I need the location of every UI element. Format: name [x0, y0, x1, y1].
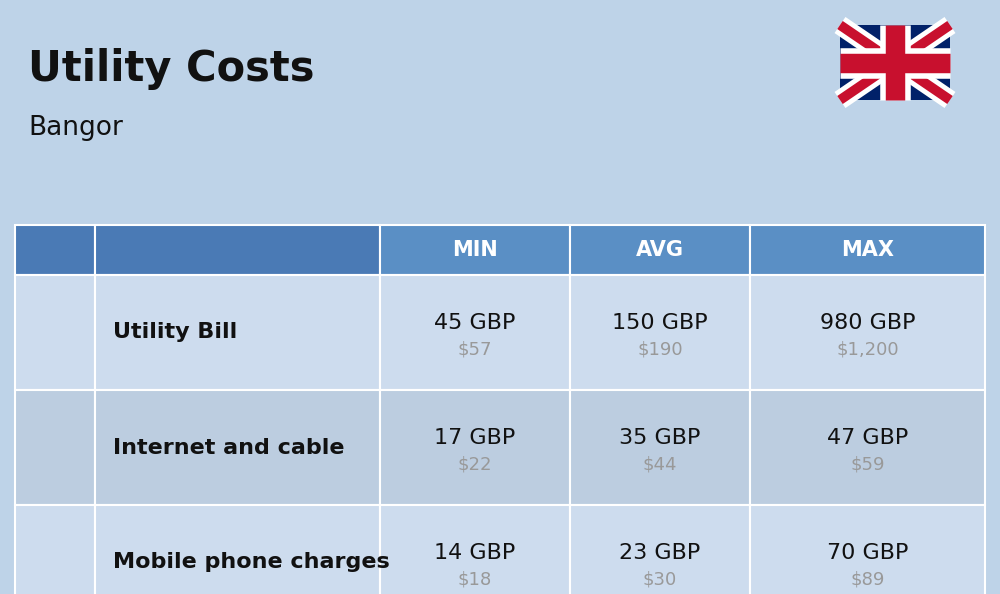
Bar: [840, 25, 950, 100]
Bar: [15, 390, 95, 505]
Text: $57: $57: [458, 341, 492, 359]
Text: 47 GBP: 47 GBP: [827, 428, 908, 448]
Bar: [750, 225, 985, 275]
Text: Internet and cable: Internet and cable: [113, 438, 344, 457]
Text: $30: $30: [643, 571, 677, 589]
Text: 14 GBP: 14 GBP: [434, 544, 516, 563]
Bar: [95, 505, 380, 594]
Bar: [750, 505, 985, 594]
Text: Utility Bill: Utility Bill: [113, 323, 237, 343]
Bar: [380, 390, 570, 505]
Bar: [380, 225, 570, 275]
Text: 150 GBP: 150 GBP: [612, 313, 708, 333]
Text: Mobile phone charges: Mobile phone charges: [113, 552, 390, 573]
Bar: [15, 275, 95, 390]
Bar: [380, 505, 570, 594]
Text: $22: $22: [458, 456, 492, 474]
Text: 45 GBP: 45 GBP: [434, 313, 516, 333]
Text: 23 GBP: 23 GBP: [619, 544, 701, 563]
Text: $44: $44: [643, 456, 677, 474]
Bar: [570, 275, 750, 390]
Text: 70 GBP: 70 GBP: [827, 544, 908, 563]
Text: Utility Costs: Utility Costs: [28, 48, 314, 90]
Bar: [750, 390, 985, 505]
Text: $89: $89: [850, 571, 885, 589]
Bar: [95, 390, 380, 505]
Bar: [570, 390, 750, 505]
Text: 35 GBP: 35 GBP: [619, 428, 701, 448]
Text: $59: $59: [850, 456, 885, 474]
Text: 17 GBP: 17 GBP: [434, 428, 516, 448]
Text: $1,200: $1,200: [836, 341, 899, 359]
Bar: [380, 275, 570, 390]
Bar: [570, 505, 750, 594]
Bar: [15, 225, 95, 275]
Text: 980 GBP: 980 GBP: [820, 313, 915, 333]
Text: $190: $190: [637, 341, 683, 359]
Bar: [15, 505, 95, 594]
Text: Bangor: Bangor: [28, 115, 123, 141]
Bar: [95, 225, 380, 275]
Bar: [95, 275, 380, 390]
Text: MIN: MIN: [452, 240, 498, 260]
Text: AVG: AVG: [636, 240, 684, 260]
Text: $18: $18: [458, 571, 492, 589]
Text: MAX: MAX: [841, 240, 894, 260]
Bar: [750, 275, 985, 390]
Bar: [570, 225, 750, 275]
